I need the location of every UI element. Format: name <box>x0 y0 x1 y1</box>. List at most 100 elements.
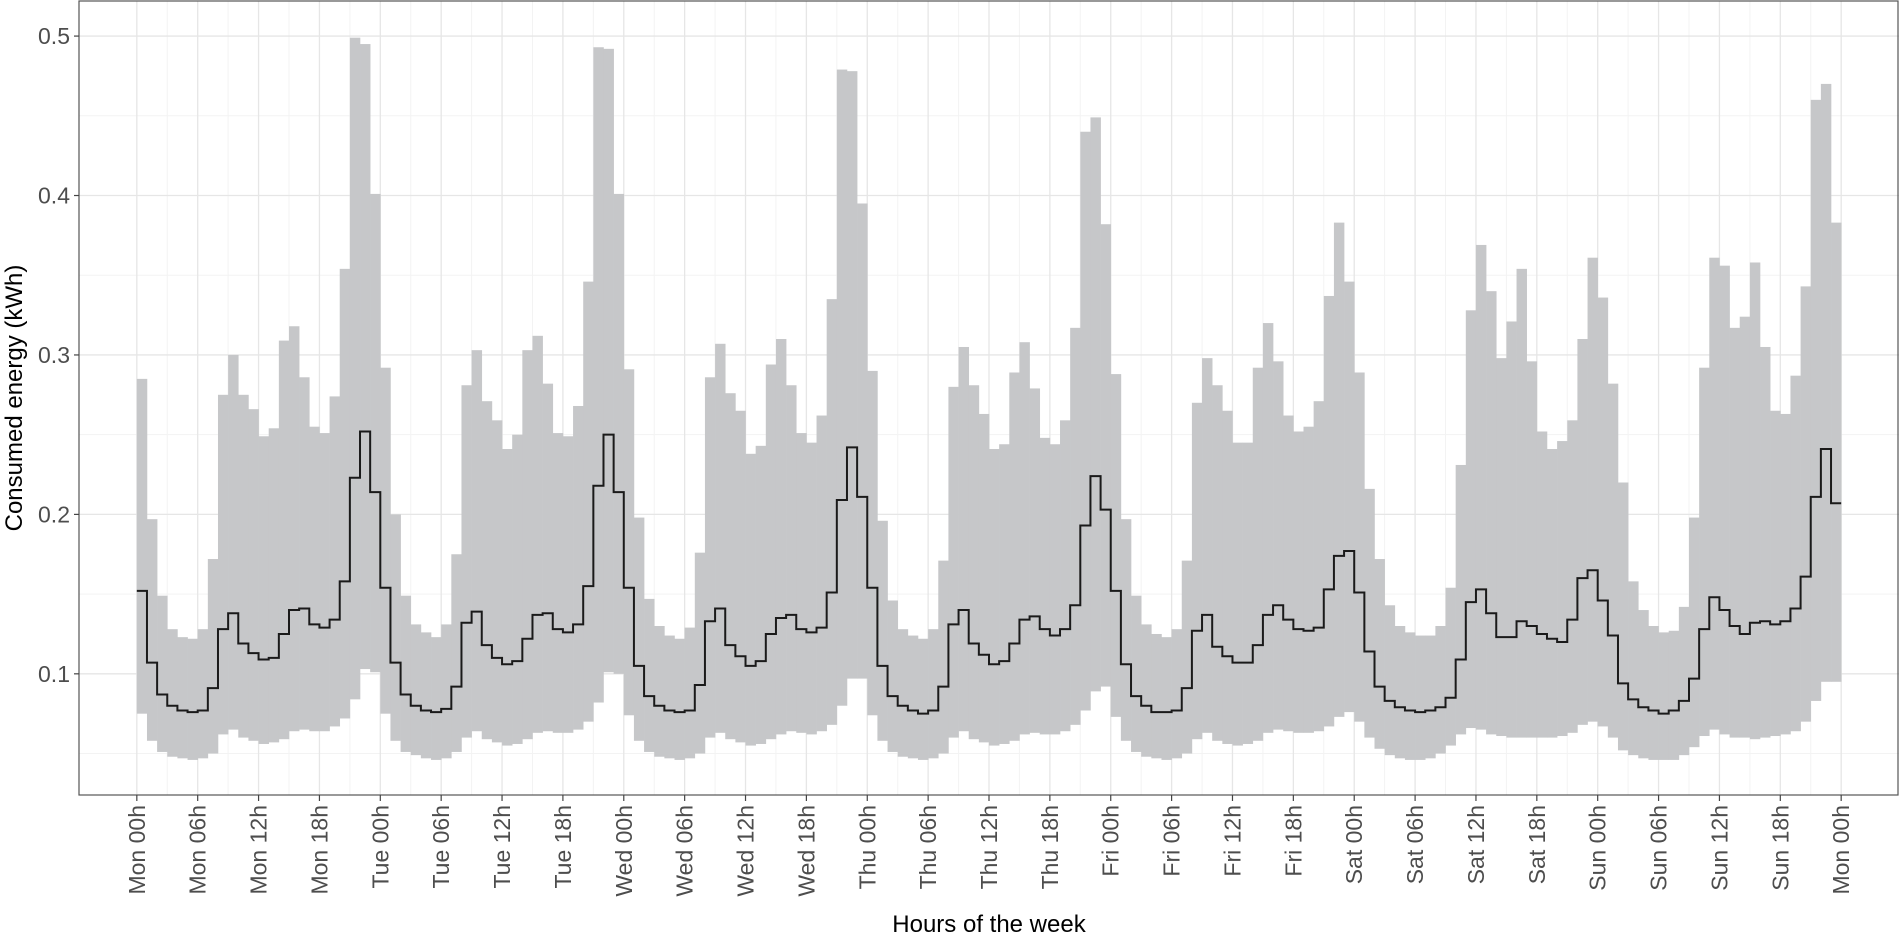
band-bar <box>1151 633 1162 759</box>
band-bar <box>390 514 401 741</box>
band-bar <box>613 193 625 674</box>
band-bar <box>1719 265 1730 735</box>
band-bar <box>268 428 280 743</box>
band-bar <box>1222 410 1233 744</box>
band-bar <box>491 420 503 743</box>
band-bar <box>999 444 1010 744</box>
x-axis-title: Hours of the week <box>892 911 1086 938</box>
band-bar <box>806 442 817 735</box>
band-bar <box>765 364 777 740</box>
band-bar <box>360 44 371 670</box>
band-bar <box>917 638 929 760</box>
band-bar <box>248 409 259 741</box>
band-bar <box>704 377 716 738</box>
x-tick-label: Mon 12h <box>246 805 272 895</box>
band-bar <box>187 638 198 760</box>
band-bar <box>644 598 655 752</box>
band-bar <box>1628 581 1639 756</box>
band-bar <box>664 635 675 759</box>
band-bar <box>400 595 412 752</box>
x-tick-label: Wed 00h <box>611 805 637 897</box>
band-bar <box>1029 388 1041 733</box>
mean-line <box>136 430 1842 715</box>
band-bar <box>1161 637 1172 760</box>
band-bar <box>349 37 361 700</box>
band-bar <box>715 343 726 733</box>
band-bar <box>299 377 310 730</box>
band-bar <box>1171 629 1183 759</box>
band-bar <box>1009 372 1020 741</box>
band-bar <box>1100 224 1112 687</box>
band-bar <box>278 340 290 740</box>
band-bar <box>684 627 696 759</box>
band-bar <box>745 453 756 746</box>
band-bar <box>1820 83 1832 682</box>
band-bar <box>1242 442 1254 744</box>
band-bar <box>522 350 533 740</box>
band-bar <box>451 554 462 752</box>
band-bar <box>502 449 513 746</box>
band-bar <box>1394 625 1406 759</box>
band-bar <box>238 394 249 738</box>
x-tick-label: Sat 00h <box>1341 805 1367 884</box>
band-bar <box>978 413 990 743</box>
band-bar <box>146 519 158 741</box>
band-bar <box>633 517 645 741</box>
band-bar <box>461 385 472 738</box>
x-tick-label: Tue 06h <box>428 805 454 889</box>
band-bar <box>1374 559 1385 749</box>
band-bar <box>228 354 239 730</box>
band-bar <box>1273 361 1284 730</box>
band-bar <box>329 396 341 727</box>
band-bar <box>1557 441 1568 737</box>
band-bar <box>928 629 939 759</box>
band-bar <box>410 624 422 756</box>
band-bar <box>532 335 543 733</box>
band-bar <box>877 520 888 741</box>
band-bar <box>1760 346 1771 738</box>
band-bar <box>593 47 604 703</box>
band-bar <box>309 426 320 732</box>
band-bar <box>1070 327 1081 725</box>
band-bar <box>816 415 827 732</box>
x-tick-label: Wed 12h <box>733 805 759 897</box>
band-bar <box>1181 560 1193 754</box>
band-bar <box>1800 286 1812 722</box>
x-tick-label: Sun 12h <box>1706 805 1732 891</box>
x-tick-label: Thu 18h <box>1037 805 1063 889</box>
band-bar <box>258 436 270 744</box>
band-bar <box>958 346 970 732</box>
band-bar <box>1496 358 1507 737</box>
band-bar <box>583 281 594 722</box>
x-tick-label: Fri 00h <box>1098 805 1124 877</box>
band-bar <box>552 433 564 733</box>
band-bar <box>1739 316 1751 738</box>
band-bar <box>177 637 188 759</box>
band-bar <box>1506 321 1517 738</box>
x-tick-label: Mon 00h <box>1828 805 1854 895</box>
band-bar <box>217 394 229 735</box>
band-bar <box>1364 488 1375 738</box>
x-tick-label: Wed 06h <box>672 805 698 897</box>
band-bar <box>1780 413 1791 735</box>
band-bar <box>887 600 898 752</box>
band-bar <box>1577 339 1588 725</box>
band-bar <box>654 625 665 757</box>
band-bar <box>1526 361 1538 738</box>
band-bar <box>1049 444 1061 735</box>
x-tick-label: Thu 12h <box>976 805 1002 889</box>
band-bar <box>1252 367 1264 741</box>
band-bar <box>1303 426 1314 733</box>
x-tick-label: Mon 00h <box>124 805 150 895</box>
band-bar <box>755 445 767 744</box>
band-bar <box>1617 482 1629 751</box>
band-bar <box>1019 342 1030 735</box>
band-bar <box>1384 605 1396 756</box>
band-bar <box>1658 632 1670 760</box>
x-tick-label: Sun 06h <box>1646 805 1672 891</box>
band-bar <box>1689 517 1700 748</box>
band-bar <box>1131 595 1142 752</box>
band-bar <box>1090 117 1101 692</box>
x-tick-label: Sun 00h <box>1585 805 1611 891</box>
